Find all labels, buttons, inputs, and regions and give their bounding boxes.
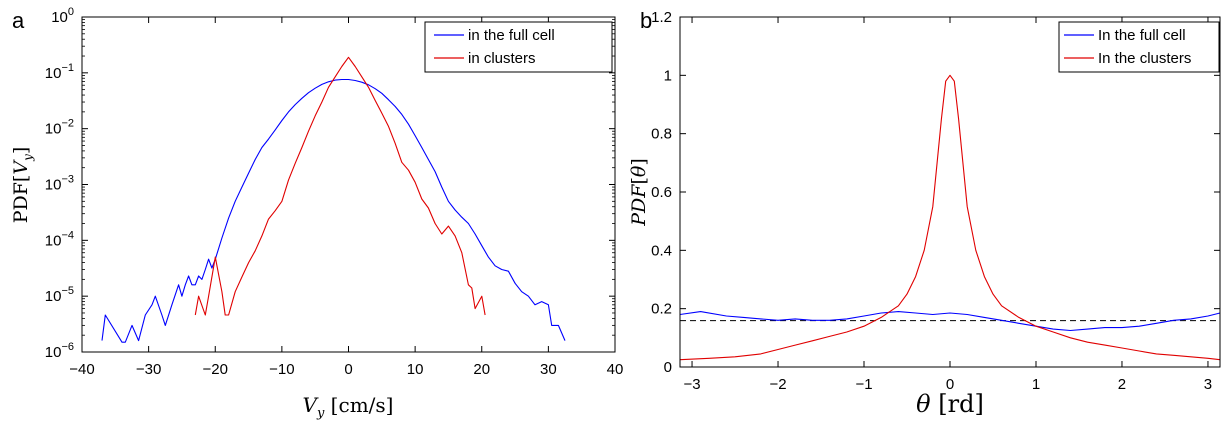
panel-b-letter: b — [640, 8, 652, 33]
y-tick-label: 10−2 — [45, 118, 74, 138]
legend-label-clusters: In the clusters — [1098, 50, 1191, 67]
y-tick-label: 0 — [664, 359, 672, 376]
x-tick-label: −1 — [855, 376, 872, 393]
panel-b-legend-box — [1058, 21, 1220, 73]
series-line-clusters — [679, 74, 1221, 361]
x-tick-label: 0 — [946, 376, 954, 393]
panel-b-series — [679, 74, 1221, 361]
x-tick-label: −40 — [69, 361, 94, 378]
legend-label-clusters: in clusters — [468, 50, 536, 67]
series-line-full-cell — [101, 78, 566, 343]
panel-b-xlabel: θ [rd] — [916, 390, 984, 418]
x-tick-label: −2 — [769, 376, 786, 393]
y-tick-label: 10−3 — [45, 174, 74, 194]
panel-a-series — [101, 56, 566, 343]
y-tick-label: 0.8 — [651, 126, 672, 143]
x-tick-label: −10 — [269, 361, 294, 378]
y-tick-label: 0.6 — [651, 184, 672, 201]
panel-a-ylabel: PDF[Vy] — [10, 147, 35, 224]
legend-label-full-cell: in the full cell — [468, 27, 555, 44]
panel-a-xlabel: Vy [cm/s] — [303, 393, 394, 421]
panel-a-letter: a — [12, 8, 25, 33]
y-tick-label: 1 — [664, 67, 672, 84]
panel-b-ticks: −3 −2 −1 0 1 2 3 0 0.2 0.4 0.6 0.8 1 1.2 — [651, 9, 1220, 393]
x-tick-label: 20 — [473, 361, 490, 378]
x-tick-label: 10 — [407, 361, 424, 378]
series-line-clusters — [194, 56, 486, 316]
panel-a: a −40 −30 −20 −10 0 10 20 30 40 10−6 10−5 10−4 10−3 1… — [10, 6, 623, 421]
y-tick-label: 1.2 — [651, 9, 672, 26]
y-tick-label: 0.2 — [651, 301, 672, 318]
y-tick-label: 10−5 — [45, 285, 74, 305]
x-tick-label: 40 — [607, 361, 624, 378]
x-tick-label: 1 — [1032, 376, 1040, 393]
y-tick-label: 10−4 — [45, 229, 74, 249]
panel-b-ylabel: PDF[θ] — [628, 158, 650, 227]
y-tick-label: 10−6 — [45, 341, 74, 361]
x-tick-label: 3 — [1204, 376, 1212, 393]
y-tick-label: 0.4 — [651, 242, 672, 259]
panel-b-axes-box — [679, 16, 1221, 368]
panel-a-legend: in the full cell in clusters — [424, 21, 613, 73]
x-tick-label: 0 — [344, 361, 352, 378]
panel-a-legend-box — [424, 21, 613, 73]
y-tick-label: 100 — [51, 6, 74, 26]
x-tick-label: −3 — [683, 376, 700, 393]
panel-a-axes-box — [81, 16, 616, 353]
panel-b: b −3 −2 −1 0 1 2 3 0 0.2 0.4 0.6 0.8 1 1.2 In the ful… — [628, 8, 1221, 418]
x-tick-label: −20 — [203, 361, 228, 378]
x-tick-label: −30 — [136, 361, 161, 378]
y-tick-label: 10−1 — [45, 62, 74, 82]
x-tick-label: 2 — [1118, 376, 1126, 393]
series-line-full-cell — [679, 311, 1221, 332]
panel-b-legend: In the full cell In the clusters — [1058, 21, 1220, 73]
x-tick-label: 30 — [540, 361, 557, 378]
legend-label-full-cell: In the full cell — [1098, 27, 1186, 44]
